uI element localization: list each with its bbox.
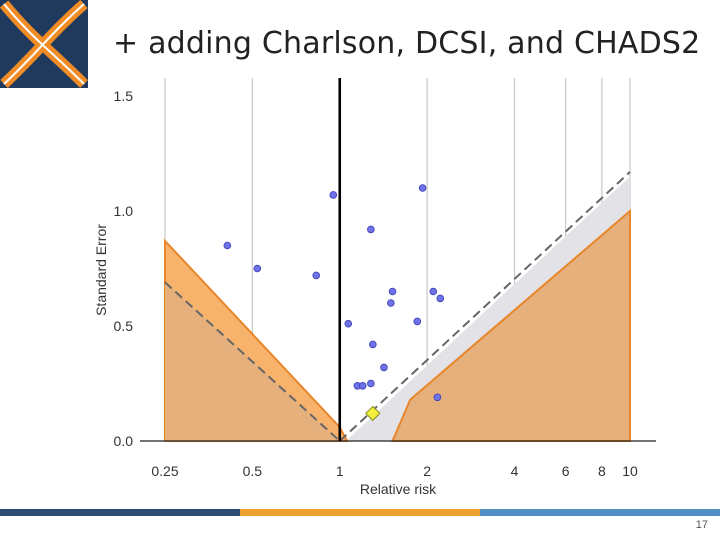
x-tick-label-0: 0.25 [151, 463, 178, 479]
x-axis-label: Relative risk [360, 481, 437, 497]
study-point-8 [388, 287, 397, 296]
pooled-estimate-diamond [365, 405, 381, 422]
study-point-16 [367, 379, 375, 388]
study-point-7 [436, 294, 445, 303]
study-point-5 [312, 271, 321, 280]
study-point-0 [329, 191, 338, 199]
study-point-9 [387, 299, 395, 307]
study-point-2 [367, 225, 375, 234]
study-point-11 [413, 317, 422, 326]
study-point-15 [358, 381, 367, 390]
study-point-10 [344, 319, 353, 328]
y-tick-label-1: 0.5 [114, 318, 134, 334]
y-tick-label-0: 0.0 [114, 433, 134, 449]
study-point-6 [429, 287, 438, 296]
page-number: 17 [695, 519, 708, 531]
study-point-13 [380, 363, 388, 372]
slide-title: + adding Charlson, DCSI, and CHADS2 [113, 26, 701, 61]
cross-x-logo-icon [0, 0, 88, 88]
study-point-3 [223, 241, 232, 250]
x-tick-label-3: 2 [423, 463, 431, 479]
x-tick-label-4: 4 [511, 463, 519, 479]
grey-funnel-region [345, 176, 630, 441]
x-tick-label-1: 0.5 [243, 463, 263, 479]
left-funnel-dashed-line [164, 281, 341, 442]
y-axis-label: Standard Error [93, 224, 109, 316]
study-point-1 [418, 184, 427, 192]
study-point-17 [433, 393, 442, 402]
y-tick-label-2: 1.0 [114, 203, 134, 219]
x-tick-label-5: 6 [562, 463, 570, 479]
footer-bar [0, 503, 720, 516]
right-funnel-dashed-line [339, 171, 631, 442]
y-tick-label-3: 1.5 [114, 88, 134, 104]
x-tick-label-2: 1 [336, 463, 344, 479]
x-tick-label-6: 8 [598, 463, 606, 479]
study-point-12 [369, 340, 377, 349]
study-point-4 [253, 264, 262, 273]
x-tick-label-7: 10 [622, 463, 638, 479]
